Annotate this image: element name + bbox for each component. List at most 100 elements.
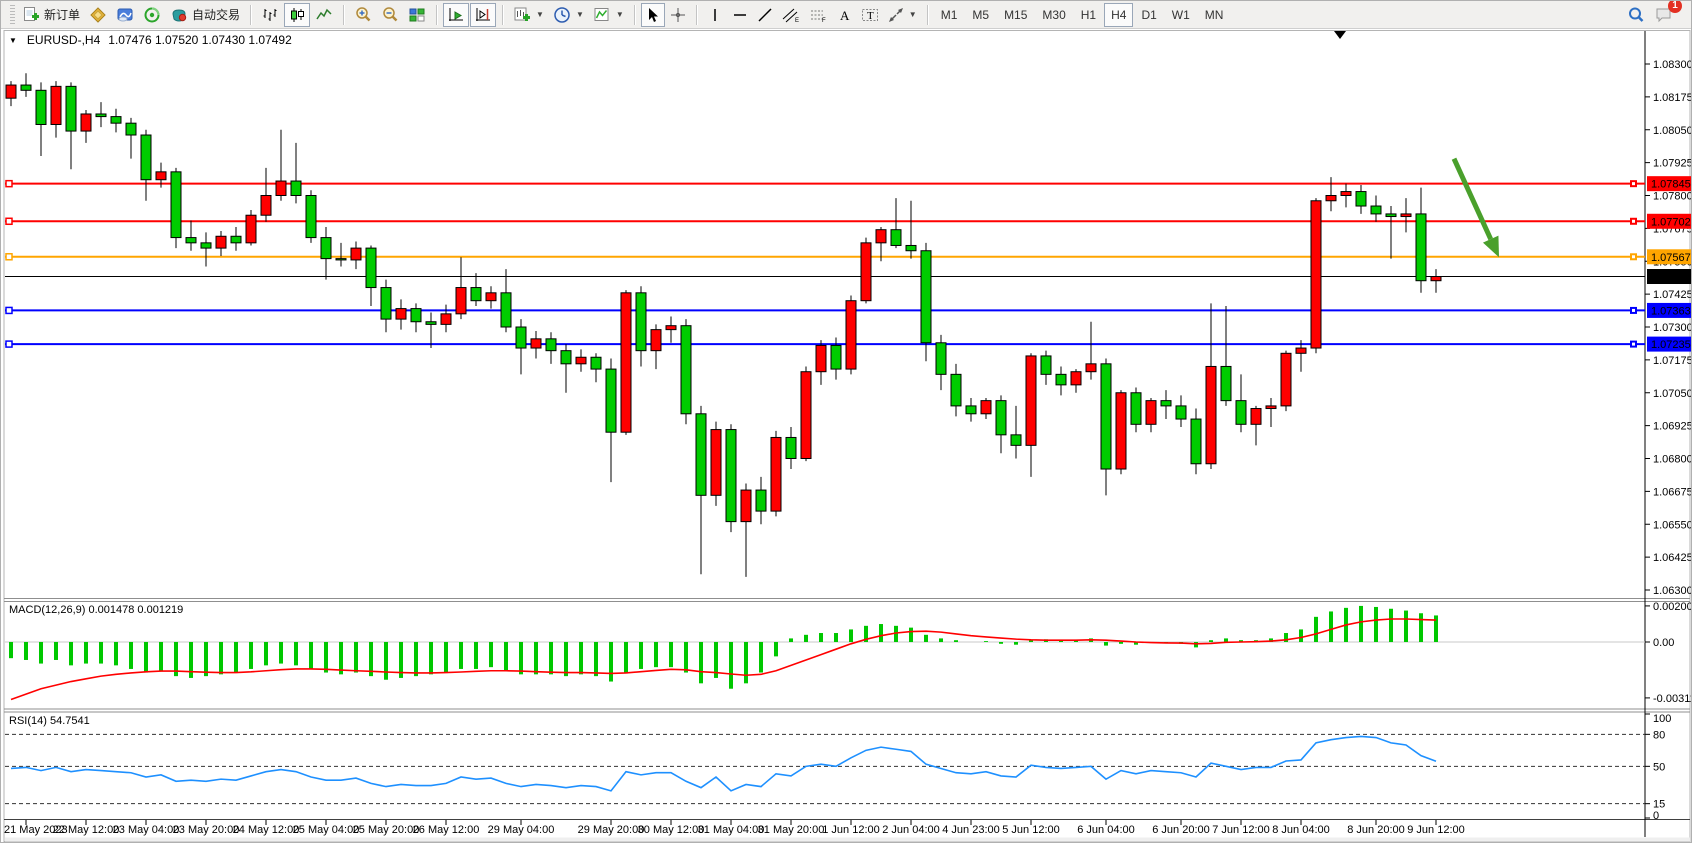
zoom-out-button[interactable] [377,3,403,27]
trendline-icon [758,7,772,22]
svg-text:30 May 12:00: 30 May 12:00 [638,824,705,836]
autotrading-icon [172,8,187,22]
candlestick-chart-icon [291,7,305,22]
svg-text:E: E [795,18,799,23]
svg-text:RSI(14) 54.7541: RSI(14) 54.7541 [9,715,90,727]
indicators-button[interactable]: ▼ [589,3,628,27]
vertical-line-tool-button[interactable] [703,3,727,27]
tab-timeframe-h1[interactable]: H1 [1074,3,1103,27]
auto-scroll-button[interactable] [443,2,470,27]
chart-menu-icon[interactable]: ▼ [9,35,17,45]
horizontal-line-tool-button[interactable] [728,3,752,27]
tab-timeframe-m15[interactable]: M15 [997,3,1034,27]
clock-icon [554,6,570,23]
svg-text:1.07702: 1.07702 [1651,216,1691,228]
search-icon [1629,7,1644,22]
notifications-button[interactable]: 1 [1650,1,1682,27]
svg-text:1.08300: 1.08300 [1653,59,1692,71]
tile-windows-button[interactable] [404,3,430,27]
cursor-icon [648,7,658,22]
toolbar-separator [250,4,252,25]
svg-text:F: F [822,18,826,23]
svg-text:0.002008: 0.002008 [1653,601,1692,613]
community-button[interactable] [139,3,165,27]
trendline-tool-button[interactable] [753,3,777,27]
toolbar-separator [633,4,635,25]
vertical-line-icon [714,8,716,21]
svg-text:80: 80 [1653,729,1665,741]
tab-timeframe-m1[interactable]: M1 [934,3,965,27]
svg-text:A: A [840,8,850,23]
dropdown-caret-icon: ▼ [536,10,544,19]
svg-text:1 Jun 12:00: 1 Jun 12:00 [822,824,880,836]
svg-text:1.08050: 1.08050 [1653,125,1692,137]
market-button[interactable] [85,3,111,27]
svg-text:24 May 12:00: 24 May 12:00 [233,824,300,836]
svg-text:23 May 04:00: 23 May 04:00 [113,824,180,836]
chart-shift-button[interactable] [470,2,497,27]
svg-text:1.07175: 1.07175 [1653,355,1692,367]
svg-text:1.06925: 1.06925 [1653,421,1692,433]
svg-text:1.06675: 1.06675 [1653,486,1692,498]
signals-button[interactable] [112,3,138,27]
svg-text:0.00: 0.00 [1653,637,1674,649]
toolbar-separator [695,4,697,25]
crosshair-tool-button[interactable] [666,3,690,27]
search-button[interactable] [1623,3,1649,27]
svg-text:23 May 20:00: 23 May 20:00 [173,824,240,836]
toolbar-grip[interactable] [10,4,15,25]
bar-chart-icon [263,8,277,21]
svg-text:1.06300: 1.06300 [1653,585,1692,597]
svg-text:29 May 20:00: 29 May 20:00 [578,824,645,836]
svg-text:9 Jun 12:00: 9 Jun 12:00 [1407,824,1465,836]
svg-text:25 May 20:00: 25 May 20:00 [353,824,420,836]
chart-symbol-period: EURUSD-,H4 [26,33,101,47]
zoom-in-button[interactable] [350,3,376,27]
tab-timeframe-d1[interactable]: D1 [1134,3,1163,27]
community-icon [144,7,160,22]
svg-text:-0.003111: -0.003111 [1653,693,1692,705]
svg-text:1.07925: 1.07925 [1653,158,1692,170]
indicators-icon [594,7,609,21]
autotrading-label: 自动交易 [192,8,241,22]
tab-timeframe-w1[interactable]: W1 [1165,3,1197,27]
cursor-tool-button[interactable] [640,2,665,27]
arrows-tool-button[interactable]: ▼ [884,3,921,27]
text-tool-button[interactable]: A [832,3,856,27]
svg-text:1.07363: 1.07363 [1651,305,1691,317]
dropdown-caret-icon: ▼ [575,10,584,19]
svg-text:26 May 12:00: 26 May 12:00 [413,824,480,836]
tab-timeframe-m5[interactable]: M5 [965,3,996,27]
tab-timeframe-h4[interactable]: H4 [1104,2,1134,27]
new-order-icon [24,7,39,21]
price-chart-canvas[interactable]: 1.083001.081751.080501.079251.078001.076… [1,29,1692,843]
autotrading-button[interactable]: 自动交易 [166,3,244,27]
candlestick-chart-button[interactable] [284,2,311,27]
tile-windows-icon [409,8,425,21]
text-label-tool-button[interactable]: T [857,3,883,27]
svg-text:1.07567: 1.07567 [1651,252,1691,264]
crosshair-icon [670,7,685,22]
notification-badge: 1 [1668,1,1682,13]
svg-text:25 May 04:00: 25 May 04:00 [293,824,360,836]
chart-shift-icon [476,7,491,21]
fibonacci-tool-button[interactable]: F [805,3,831,27]
svg-text:1.07300: 1.07300 [1653,322,1692,334]
tab-timeframe-mn[interactable]: MN [1198,3,1231,27]
svg-text:8 Jun 04:00: 8 Jun 04:00 [1272,824,1330,836]
dropdown-caret-icon: ▼ [908,10,917,19]
chart-title: ▼ EURUSD-,H4 1.07476 1.07520 1.07430 1.0… [9,33,292,47]
new-order-button[interactable]: 新订单 [19,3,84,27]
svg-text:6 Jun 04:00: 6 Jun 04:00 [1077,824,1135,836]
tab-timeframe-m30[interactable]: M30 [1035,3,1072,27]
line-chart-button[interactable] [311,3,337,27]
svg-text:7 Jun 12:00: 7 Jun 12:00 [1212,824,1270,836]
svg-text:T: T [867,10,874,22]
clock-button[interactable]: ▼ [549,3,588,27]
svg-text:31 May 20:00: 31 May 20:00 [758,824,825,836]
main-toolbar: 新订单 自动交易 [1,1,1691,29]
new-chart-button[interactable]: ▼ [509,3,548,27]
bar-chart-button[interactable] [257,3,283,27]
channel-tool-button[interactable]: E [778,3,804,27]
